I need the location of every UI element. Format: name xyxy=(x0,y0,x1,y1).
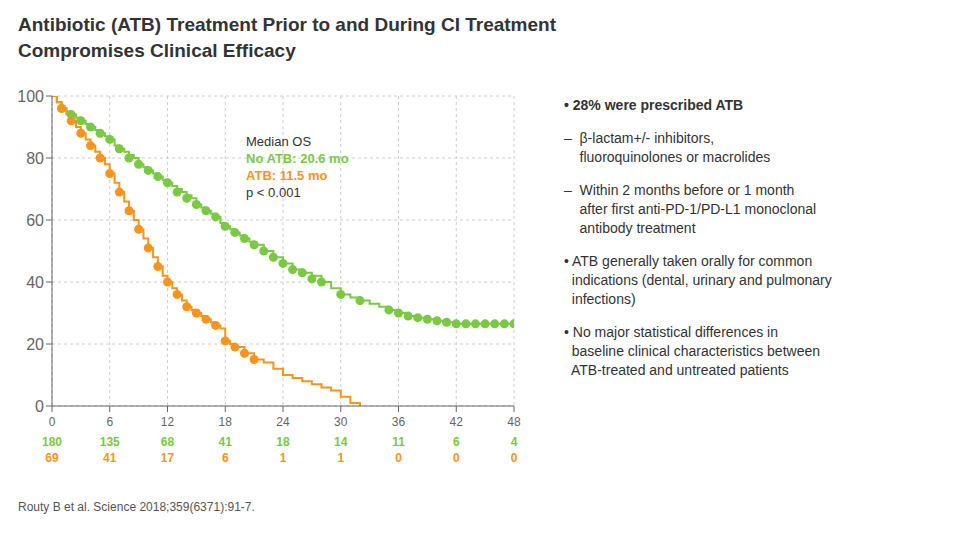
svg-text:18: 18 xyxy=(219,415,233,429)
svg-text:100: 100 xyxy=(17,88,44,105)
html-text:– Within 2 months before or 1: – Within 2 months before or 1 month afte… xyxy=(564,182,817,236)
svg-text:1: 1 xyxy=(337,451,344,465)
svg-text:0: 0 xyxy=(395,451,402,465)
svg-text:30: 30 xyxy=(334,415,348,429)
svg-text:41: 41 xyxy=(219,435,233,449)
html-text:Routy B et al. Science 2018;35: Routy B et al. Science 2018;359(6371):91… xyxy=(18,500,255,514)
html-text:Antibiotic (ATB) Treatment Pri: Antibiotic (ATB) Treatment Prior to and … xyxy=(18,14,556,61)
svg-text:20: 20 xyxy=(26,336,44,353)
svg-text:60: 60 xyxy=(26,212,44,229)
svg-text:6: 6 xyxy=(222,451,229,465)
svg-text:17: 17 xyxy=(161,451,175,465)
svg-text:18: 18 xyxy=(276,435,290,449)
html-text:ATB: 11.5 mo: ATB: 11.5 mo xyxy=(246,168,328,184)
svg-text:0: 0 xyxy=(35,398,44,415)
html-text:p < 0.001: p < 0.001 xyxy=(246,185,301,201)
svg-text:40: 40 xyxy=(26,274,44,291)
svg-text:80: 80 xyxy=(26,150,44,167)
svg-text:41: 41 xyxy=(103,451,117,465)
html-text:• No major statistical differe: • No major statistical differences in ba… xyxy=(564,324,820,378)
html-text:No ATB: 20.6 mo: No ATB: 20.6 mo xyxy=(246,151,349,167)
svg-text:4: 4 xyxy=(511,435,518,449)
html-text:Median OS: Median OS xyxy=(246,134,312,150)
svg-text:0: 0 xyxy=(511,451,518,465)
svg-text:0: 0 xyxy=(49,415,56,429)
svg-text:69: 69 xyxy=(45,451,59,465)
svg-text:0: 0 xyxy=(453,451,460,465)
html-text:• 28% were prescribed ATB: • 28% were prescribed ATB xyxy=(564,97,744,113)
svg-text:180: 180 xyxy=(42,435,62,449)
svg-text:42: 42 xyxy=(450,415,464,429)
svg-text:6: 6 xyxy=(106,415,113,429)
svg-text:68: 68 xyxy=(161,435,175,449)
svg-text:11: 11 xyxy=(392,435,405,449)
svg-text:12: 12 xyxy=(161,415,175,429)
svg-text:6: 6 xyxy=(453,435,460,449)
svg-text:14: 14 xyxy=(334,435,348,449)
html-text:• ATB generally taken orally f: • ATB generally taken orally for common … xyxy=(564,253,832,307)
svg-text:1: 1 xyxy=(280,451,287,465)
svg-text:36: 36 xyxy=(392,415,406,429)
svg-text:48: 48 xyxy=(507,415,521,429)
html-text:– β-lactam+/- inhibitors, fluo: – β-lactam+/- inhibitors, fluoroquinolon… xyxy=(564,130,771,165)
svg-text:24: 24 xyxy=(276,415,290,429)
svg-text:135: 135 xyxy=(100,435,120,449)
